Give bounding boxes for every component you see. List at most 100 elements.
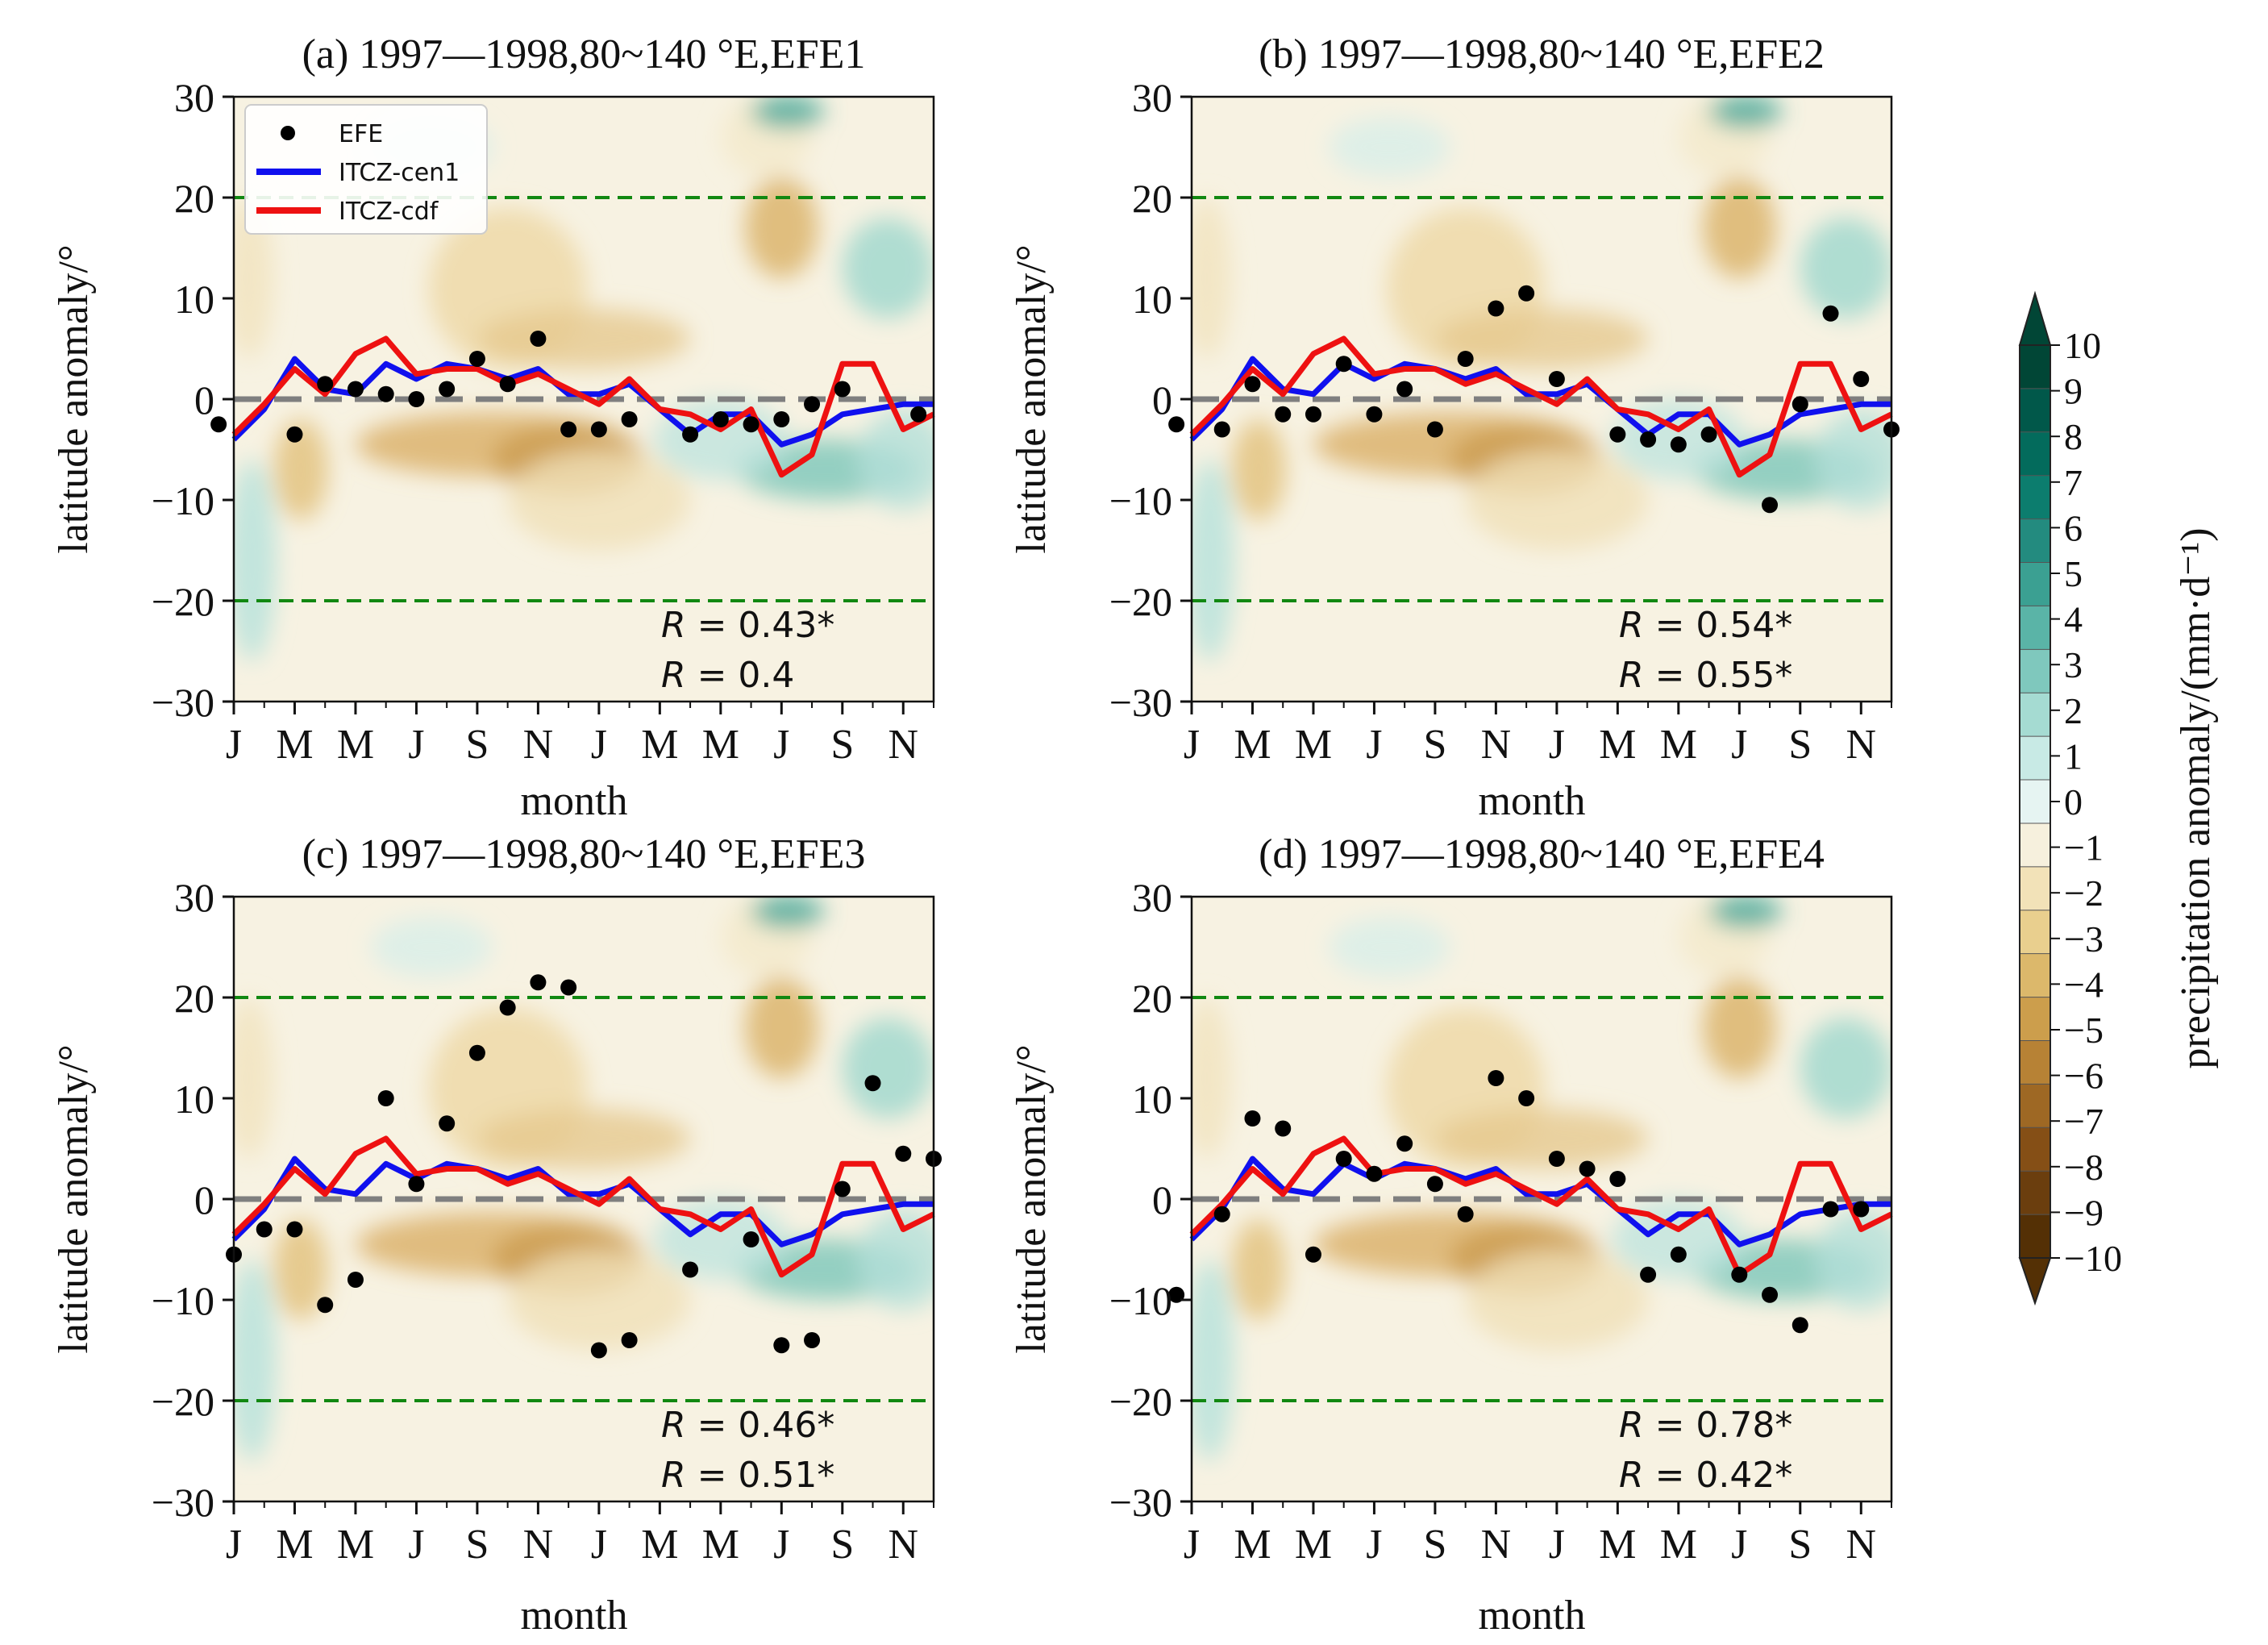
- x-tick-label: J: [1184, 722, 1200, 768]
- efe-point: [1822, 1201, 1839, 1218]
- x-tick-label: J: [591, 722, 607, 768]
- efe-point: [590, 1342, 607, 1359]
- colorbar-tick-label: −8: [2064, 1147, 2104, 1188]
- x-tick-label: M: [337, 1522, 374, 1568]
- efe-point: [439, 381, 456, 398]
- colorbar-tick-label: 9: [2064, 371, 2083, 412]
- efe-point: [1213, 421, 1230, 438]
- itcz-cdf-line: [1189, 1135, 1893, 1278]
- efe-point: [1168, 416, 1185, 433]
- colorbar-tick-label: −10: [2064, 1238, 2122, 1279]
- efe-point: [682, 1261, 699, 1278]
- panel-d: (d) 1997—1998,80~140 °E,EFE4 30 20 10 0 −10 −…: [1009, 831, 1893, 1639]
- efe-point: [864, 1075, 881, 1092]
- colorbar-label: precipitation anomaly/(mm·d⁻¹): [2173, 527, 2219, 1068]
- colorbar-level: [2020, 345, 2050, 389]
- x-tick-label: S: [1423, 722, 1446, 768]
- y-tick-label: 0: [194, 1177, 214, 1222]
- efe-point: [1366, 406, 1383, 423]
- itcz-cdf-line: [231, 335, 935, 478]
- efe-point: [1731, 1266, 1748, 1283]
- efe-point: [804, 396, 821, 413]
- efe-point: [1518, 1090, 1535, 1106]
- y-tick-label: 10: [1132, 277, 1172, 322]
- efe-point: [621, 1332, 638, 1348]
- colorbar-tick-label: −9: [2064, 1192, 2104, 1233]
- itcz-cdf-line: [1189, 335, 1893, 478]
- efe-point: [1275, 1120, 1292, 1137]
- x-tick-label: N: [523, 1522, 554, 1568]
- efe-point: [1822, 305, 1839, 322]
- efe-point: [682, 426, 699, 443]
- x-tick-label: N: [523, 722, 554, 768]
- panel-c-plot: [226, 974, 942, 1402]
- x-tick-label: J: [591, 1522, 607, 1568]
- efe-point: [1853, 1201, 1870, 1218]
- x-tick-label: J: [226, 722, 242, 768]
- colorbar-tick-label: 2: [2064, 690, 2083, 731]
- anomaly-patch: [1465, 449, 1649, 551]
- x-tick-label: S: [1423, 1522, 1446, 1568]
- efe-point: [1488, 1070, 1504, 1086]
- efe-point: [499, 376, 516, 393]
- panel-title-b: (b) 1997—1998,80~140 °E,EFE2: [1259, 31, 1825, 77]
- x-tick-label: S: [830, 1522, 854, 1568]
- y-tick-label: 20: [1132, 176, 1172, 221]
- efe-point: [408, 391, 425, 407]
- efe-point: [1244, 376, 1261, 393]
- colorbar-level: [2020, 431, 2050, 477]
- colorbar-tick-label: −6: [2064, 1056, 2104, 1097]
- colorbar-level: [2020, 736, 2050, 781]
- anomaly-patch: [1815, 1209, 1891, 1310]
- y-tick-label: −20: [152, 579, 214, 624]
- efe-point: [1548, 371, 1565, 387]
- anomaly-patch: [1231, 1219, 1286, 1320]
- efe-point: [408, 1176, 425, 1193]
- efe-point: [743, 416, 759, 433]
- efe-point: [317, 376, 334, 393]
- efe-point: [1670, 1246, 1687, 1263]
- r-values-c: R = 0.46* R = 0.51*: [661, 1405, 834, 1496]
- efe-point: [895, 1145, 912, 1162]
- x-tick-label: J: [1184, 1522, 1200, 1568]
- efe-point: [1426, 1176, 1443, 1193]
- xlabel-b: month: [1479, 778, 1586, 824]
- efe-point: [560, 421, 577, 438]
- colorbar-level: [2020, 822, 2050, 868]
- colorbar-tick-label: 10: [2064, 325, 2101, 366]
- efe-point: [834, 1181, 851, 1197]
- panel-title-a: (a) 1997—1998,80~140 °E,EFE1: [302, 31, 866, 77]
- panel-c: (c) 1997—1998,80~140 °E,EFE3 30 20 10 0 −10 −…: [51, 831, 942, 1639]
- field-anomaly-shading: [234, 897, 934, 1461]
- efe-point: [499, 999, 516, 1016]
- y-tick-label: 30: [1132, 75, 1172, 120]
- y-tick-label: −20: [152, 1379, 214, 1424]
- legend-cen1-label: ITCZ-cen1: [339, 159, 460, 187]
- x-tick-label: M: [702, 722, 739, 768]
- colorbar-level: [2020, 475, 2050, 520]
- anomaly-patch: [234, 198, 274, 359]
- efe-point: [1305, 1246, 1321, 1263]
- xlabel-a: month: [521, 778, 628, 824]
- efe-point: [1609, 1171, 1626, 1187]
- r-cdf-d: R = 0.42*: [1619, 1455, 1792, 1496]
- r-cen1-b: R = 0.54*: [1619, 605, 1792, 646]
- x-tick-label: M: [641, 722, 678, 768]
- anomaly-patch: [370, 917, 493, 977]
- efe-point: [1335, 1151, 1352, 1167]
- efe-point: [1670, 436, 1687, 453]
- efe-point: [1244, 1110, 1261, 1127]
- efe-point: [1457, 1206, 1474, 1222]
- efe-point: [286, 426, 303, 443]
- anomaly-patch: [1328, 917, 1450, 977]
- colorbar-tick-label: 1: [2064, 735, 2083, 777]
- itcz-cdf-line: [231, 1135, 935, 1278]
- anomaly-patch: [1465, 1249, 1649, 1351]
- efe-point: [1640, 1266, 1657, 1283]
- anomaly-patch: [857, 1209, 934, 1310]
- colorbar-level: [2020, 649, 2050, 693]
- legend-cdf-label: ITCZ-cdf: [339, 198, 439, 226]
- efe-point: [530, 974, 547, 991]
